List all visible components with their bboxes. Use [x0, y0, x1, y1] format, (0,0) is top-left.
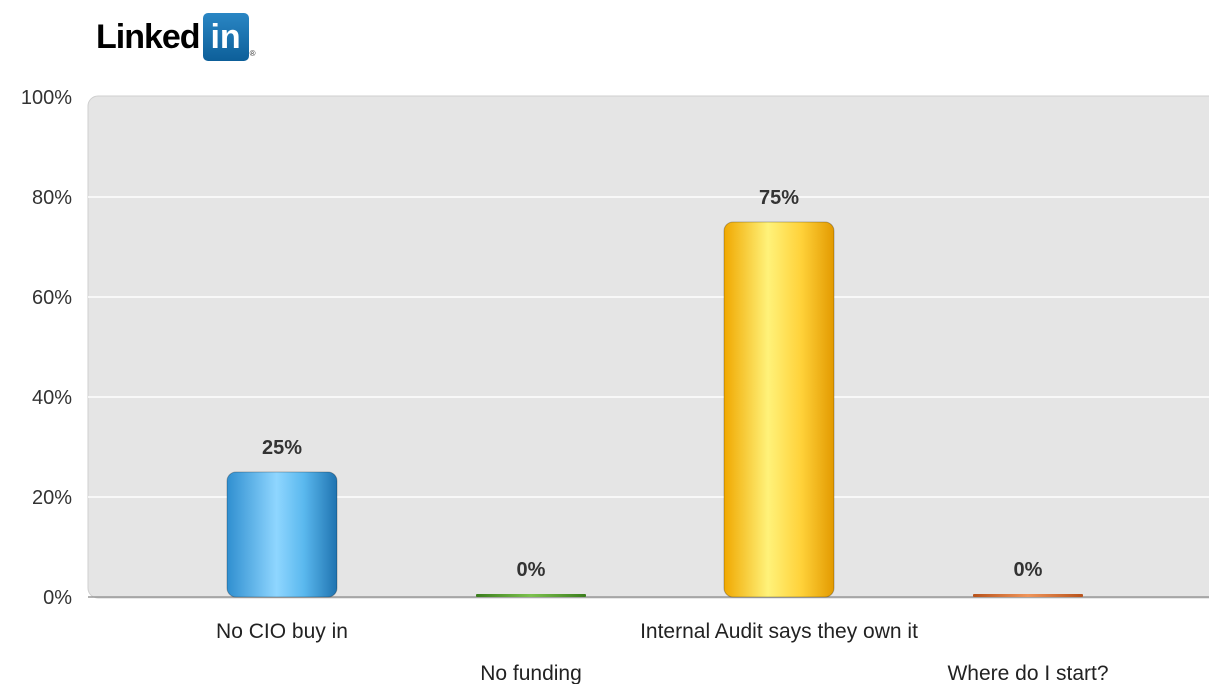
y-tick-label: 60% — [32, 287, 72, 309]
bar — [723, 221, 835, 598]
y-tick-label: 0% — [43, 587, 72, 609]
data-labels: 25% 0% 75% 0% — [262, 187, 1043, 581]
x-category-label: No CIO buy in — [216, 620, 348, 643]
y-tick-label: 80% — [32, 187, 72, 209]
logo-in-box: in — [202, 13, 249, 61]
y-tick-label: 100% — [21, 87, 72, 109]
data-label: 25% — [262, 437, 302, 459]
data-label: 0% — [1014, 559, 1043, 581]
logo-registered-mark: ® — [249, 49, 256, 58]
bar — [476, 594, 586, 597]
linkedin-logo: Linked in ® — [96, 12, 255, 62]
y-tick-label: 40% — [32, 387, 72, 409]
plot-area — [87, 95, 1209, 599]
x-category-label: No funding — [480, 662, 582, 684]
logo-word: Linked — [96, 18, 201, 56]
bar — [226, 471, 338, 598]
data-label: 0% — [517, 559, 546, 581]
logo-in-text: in — [210, 18, 241, 56]
y-axis-ticks: 0% 20% 40% 60% 80% 100% — [21, 87, 72, 609]
x-category-label: Internal Audit says they own it — [640, 620, 918, 643]
data-label: 75% — [759, 187, 799, 209]
bar — [973, 594, 1083, 597]
x-category-label: Where do I start? — [947, 662, 1108, 684]
bars — [226, 221, 1083, 598]
y-tick-label: 20% — [32, 487, 72, 509]
x-axis-labels: No CIO buy in No funding Internal Audit sa… — [216, 620, 1108, 684]
